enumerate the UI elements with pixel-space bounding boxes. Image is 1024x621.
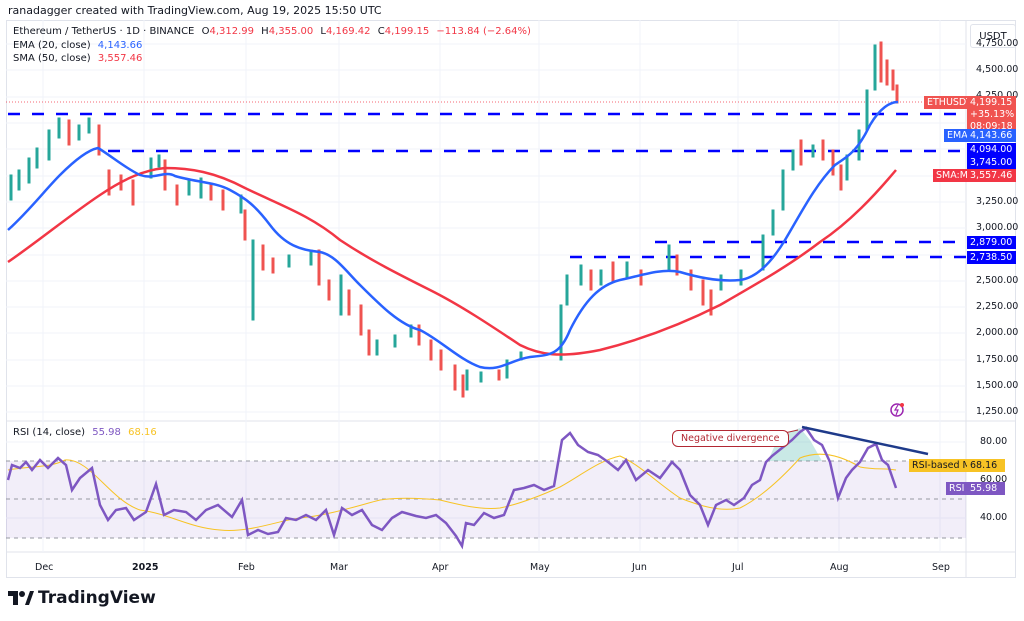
price-tick: 3,000.00 [976,222,1019,233]
time-tick: Apr [432,562,449,573]
rsi-ma-legend-value: 68.16 [128,427,157,438]
rsi-tick: 80.00 [980,436,1008,447]
rsi-legend-label[interactable]: RSI (14, close) [13,427,86,438]
time-tick: Aug [830,562,849,573]
change-value: −113.84 (−2.64%) [436,26,531,37]
high-value: 4,355.00 [268,26,314,37]
ema-tag-label: EMA [944,129,971,142]
price-tick: 2,000.00 [976,327,1019,338]
ethusdt-price-tag: 4,199.15 +35.13% 08:09:18 [967,96,1016,134]
candlesticks [9,41,899,398]
rsi-line [6,426,898,550]
sma-price-tag: 3,557.46 [967,169,1016,182]
chart-credit: ranadagger created with TradingView.com,… [8,4,382,17]
ema-legend-label[interactable]: EMA (20, close) [13,39,91,51]
rsi-ma-tag-label: RSI-based MA [909,459,981,472]
low-value: 4,169.42 [326,26,371,37]
brand-name: TradingView [38,588,156,608]
ethusdt-tag-label: ETHUSDT [924,96,976,109]
rsi-tag-label: RSI [946,482,968,495]
divergence-trendline [801,425,929,456]
rsi-tag-value: 55.98 [967,482,1005,495]
rsi-ma-tag-value: 68.16 [967,459,1005,472]
price-tick: 4,250.00 [976,90,1018,101]
sma-legend-row: SMA (50, close) 3,557.46 [13,52,535,66]
time-tick: Jul [732,562,744,573]
rsi-bands [6,460,966,539]
sma-legend-label[interactable]: SMA (50, close) [13,53,91,64]
level-2879-tag: 2,879.00 [967,236,1016,249]
rsi-legend-value: 55.98 [92,427,121,438]
time-tick: Jun [632,562,647,573]
ethusdt-countdown: 08:09:18 [970,121,1013,132]
price-tick: 2,500.00 [976,275,1019,286]
time-tick: Dec [35,562,54,573]
time-tick: Sep [932,562,950,573]
symbol-row: Ethereum / TetherUS · 1D · BINANCE O4,31… [13,25,535,39]
rsi-ma-line [7,453,897,531]
level-3745-tag: 3,745.00 [967,156,1016,169]
price-tick: 1,750.00 [976,354,1019,365]
time-tick: Feb [238,562,255,573]
vertical-gridlines [42,20,941,552]
time-tick: 2025 [132,562,159,573]
sma-50-line [7,166,897,356]
close-value: 4,199.15 [384,26,430,37]
ethusdt-change: +35.13% [970,109,1015,120]
open-label: O [201,26,210,37]
ema-20-line [7,100,899,370]
level-4094-tag: 4,094.00 [967,143,1016,156]
rsi-tick: 40.00 [980,512,1008,523]
open-value: 4,312.99 [209,26,254,37]
symbol-label[interactable]: Ethereum / TetherUS · 1D · BINANCE [13,26,195,37]
price-tick: 4,750.00 [976,38,1019,49]
price-tick: 2,250.00 [976,301,1019,312]
alert-lightning-icon[interactable] [890,403,904,417]
level-2738-tag: 2,738.50 [967,251,1016,264]
tradingview-logo[interactable]: TradingView [8,588,156,608]
rsi-overbought-fill [768,428,822,461]
ema-legend-row: EMA (20, close) 4,143.66 [13,39,535,53]
time-tick: May [530,562,550,573]
time-tick: Mar [330,562,348,573]
price-tick: 4,500.00 [976,64,1019,75]
price-tick: 1,250.00 [976,406,1019,417]
price-tick: 3,250.00 [976,196,1019,207]
rsi-legend: RSI (14, close) 55.98 68.16 [13,426,161,440]
sma-legend-value: 3,557.46 [97,53,143,64]
negative-divergence-annotation[interactable]: Negative divergence [672,430,789,447]
ema-legend-value: 4,143.66 [97,39,143,51]
chart-legend: Ethereum / TetherUS · 1D · BINANCE O4,31… [13,25,535,66]
ethusdt-price: 4,199.15 [970,97,1013,108]
ema-price-tag: 4,143.66 [967,129,1016,142]
close-label: C [377,26,385,37]
horizontal-levels [8,112,966,259]
chart-frame [6,20,1016,578]
price-tick: 1,500.00 [976,380,1019,391]
currency-unit-button[interactable]: USDT [970,24,1016,48]
high-label: H [261,26,269,37]
sma-tag-label: SMA:MA [933,169,978,182]
tradingview-logo-icon [8,591,34,605]
low-label: L [320,26,326,37]
rsi-tick: 60.00 [980,474,1008,485]
